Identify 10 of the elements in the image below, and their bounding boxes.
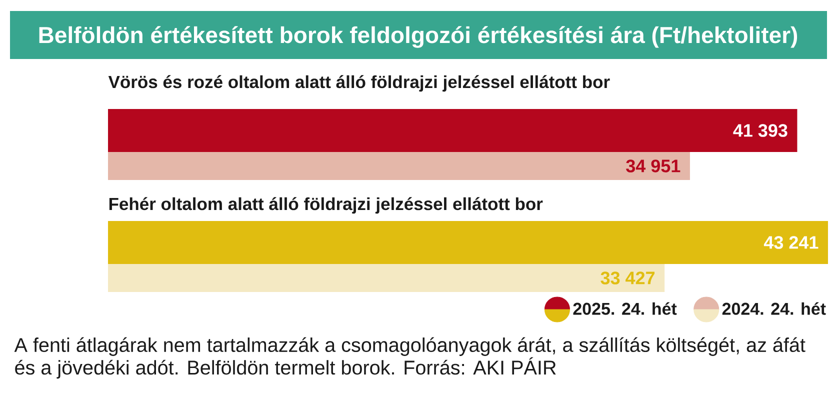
data-label: 33 427 xyxy=(600,272,655,284)
data-label: 43 241 xyxy=(764,236,818,249)
text: A fenti átlagárak nem tartalmazzák a csomagolóanyagok árát, a szállítás költségét, az áfát és a jövedéki adót. Belföldön termelt borok. Forrás: AKI PÁIR xyxy=(14,337,806,379)
y-tick-label: Fehér oltalom alatt álló földrajzi jelzéssel ellátott bor xyxy=(109,197,543,214)
data-label: 41 393 xyxy=(733,124,788,137)
legend-label: 2024. 24. hét xyxy=(722,302,826,315)
data-label: 34 951 xyxy=(626,160,680,172)
legend-label: 2025. 24. hét xyxy=(573,302,677,315)
chart-title: Belföldön értékesített borok feldolgozói értékesítési ára (Ft/hektoliter) xyxy=(39,26,798,48)
y-tick-label: Vörös és rozé oltalom alatt álló földrajzi jelzéssel ellátott bor xyxy=(108,75,610,92)
